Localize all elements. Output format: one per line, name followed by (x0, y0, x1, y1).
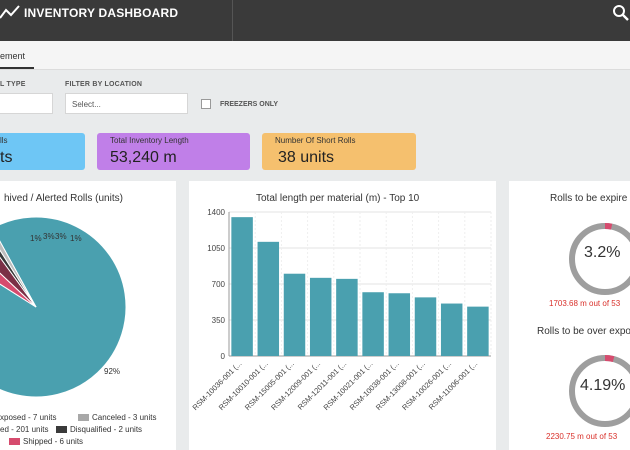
legend-text: ed - 201 units (0, 425, 49, 434)
topbar-divider (232, 0, 233, 41)
bar[interactable] (362, 292, 384, 356)
pie-slice-other[interactable] (0, 228, 37, 308)
pie-chart: 92%3%3%1% 1% (0, 216, 127, 398)
kpi-card-rolls: lls ts (0, 133, 85, 170)
legend-item-canceled: Canceled - 3 units (78, 413, 156, 422)
expire-gauge-value: 3.2% (584, 244, 621, 261)
pie-data-label: 3% (55, 232, 67, 241)
top-bar: INVENTORY DASHBOARD (0, 0, 630, 41)
pie-chart-title: hived / Alerted Rolls (units) (4, 193, 123, 204)
active-tab-indicator (0, 67, 34, 69)
expiry-gauges-panel: Rolls to be expire 3.2% 1703.68 m out of… (509, 181, 630, 450)
legend-swatch (9, 438, 20, 446)
legend-item-other: ed - 201 units (0, 425, 48, 434)
kpi-label: lls (0, 136, 8, 145)
search-icon[interactable] (612, 4, 630, 22)
kpi-value: 53,240 m (110, 149, 177, 166)
over-expose-gauge (569, 355, 630, 427)
legend-item-disqualified: Disqualified - 2 units (56, 425, 142, 434)
freezers-only-label: FREEZERS ONLY (220, 101, 279, 108)
pie-data-label: 3% (43, 232, 55, 241)
pie-data-label: 1% (30, 234, 42, 243)
bar[interactable] (388, 293, 411, 356)
tab-management[interactable]: ement (0, 51, 26, 61)
legend-text: Canceled - 3 units (92, 413, 157, 422)
kpi-card-short-rolls: Number Of Short Rolls 38 units (262, 133, 416, 170)
legend-item-exposed: xposed - 7 units (0, 413, 56, 422)
bar[interactable] (257, 241, 280, 356)
location-filter-select[interactable]: Select... (65, 93, 188, 114)
y-tick-label: 1400 (207, 208, 225, 217)
kpi-label: Number Of Short Rolls (275, 136, 356, 145)
x-tick-label: RSM-11006-001 (... (427, 359, 480, 412)
line-chart-icon (0, 5, 20, 19)
bar[interactable] (414, 297, 437, 356)
freezers-only-checkbox[interactable] (201, 99, 211, 109)
y-tick-label: 700 (212, 280, 226, 289)
bar[interactable] (283, 273, 306, 356)
kpi-value: ts (0, 149, 13, 166)
gauge-fill (604, 355, 615, 363)
y-tick-label: 350 (212, 316, 226, 325)
kpi-value: 38 units (278, 149, 335, 166)
over-expose-gauge-value: 4.19% (580, 377, 626, 394)
x-tick-label: RSM-12011-001 (... (296, 359, 349, 412)
app-title: INVENTORY DASHBOARD (24, 6, 179, 20)
legend-swatch (56, 426, 67, 434)
type-filter-select[interactable] (0, 93, 53, 114)
over-expose-gauge-note: 2230.75 m out of 53 (546, 432, 618, 441)
legend-item-shipped: Shipped - 6 units (9, 437, 83, 446)
pie-slice-exposed[interactable] (0, 216, 127, 398)
location-filter-label: FILTER BY LOCATION (65, 81, 143, 88)
bar[interactable] (309, 277, 332, 356)
kpi-card-total-length: Total Inventory Length 53,240 m (97, 133, 250, 170)
y-tick-label: 0 (221, 352, 226, 361)
bar[interactable] (440, 303, 463, 356)
expire-gauge-note: 1703.68 m out of 53 (549, 299, 621, 308)
kpi-label: Total Inventory Length (110, 136, 189, 145)
over-expose-gauge-title: Rolls to be over expo (537, 326, 630, 337)
pie-data-label: 92% (104, 367, 120, 376)
expire-gauge-title: Rolls to be expire (550, 193, 628, 204)
expire-gauge (569, 223, 630, 295)
legend-text: Shipped - 6 units (23, 437, 84, 446)
bar-chart-title: Total length per material (m) - Top 10 (256, 193, 420, 204)
pie-data-label: 1% (70, 234, 82, 243)
legend-swatch (78, 414, 89, 422)
bar-chart-panel: Total length per material (m) - Top 10 0… (189, 181, 496, 450)
bar[interactable] (231, 217, 253, 356)
y-tick-label: 1050 (207, 244, 225, 253)
gauge-fill (604, 223, 613, 230)
legend-text: Disqualified - 2 units (70, 425, 143, 434)
bar[interactable] (467, 306, 489, 356)
type-filter-label: L TYPE (0, 81, 26, 88)
pie-chart-panel: hived / Alerted Rolls (units) 92% 3% 3% 1% 1… (0, 181, 176, 450)
legend-text: xposed - 7 units (0, 413, 57, 422)
bar[interactable] (336, 278, 358, 356)
tab-bar: ement (0, 41, 630, 70)
